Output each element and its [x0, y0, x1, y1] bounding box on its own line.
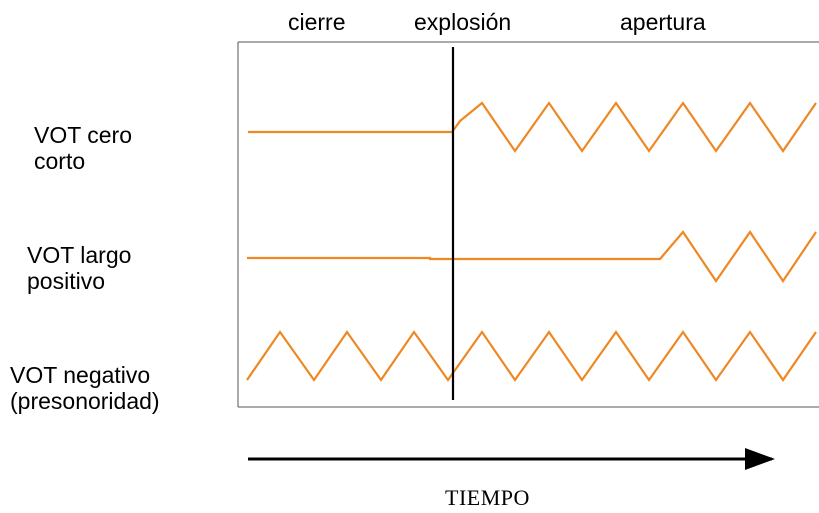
row-label-negative-vot: VOT negativo (presonoridad)	[10, 362, 160, 414]
phase-label-closure: cierre	[288, 9, 346, 35]
phase-label-opening: apertura	[620, 9, 706, 35]
phase-label-burst: explosión	[414, 9, 512, 35]
waveform-negative-vot	[246, 330, 817, 382]
row-label-long-lag-vot: VOT largo positivo	[27, 242, 132, 294]
waveform-long-lag-vot	[247, 230, 817, 283]
time-axis-label: TIEMPO	[445, 485, 530, 510]
row-label-short-lag-vot: VOT cero corto	[34, 122, 132, 174]
waveform-short-lag-vot	[248, 101, 817, 153]
